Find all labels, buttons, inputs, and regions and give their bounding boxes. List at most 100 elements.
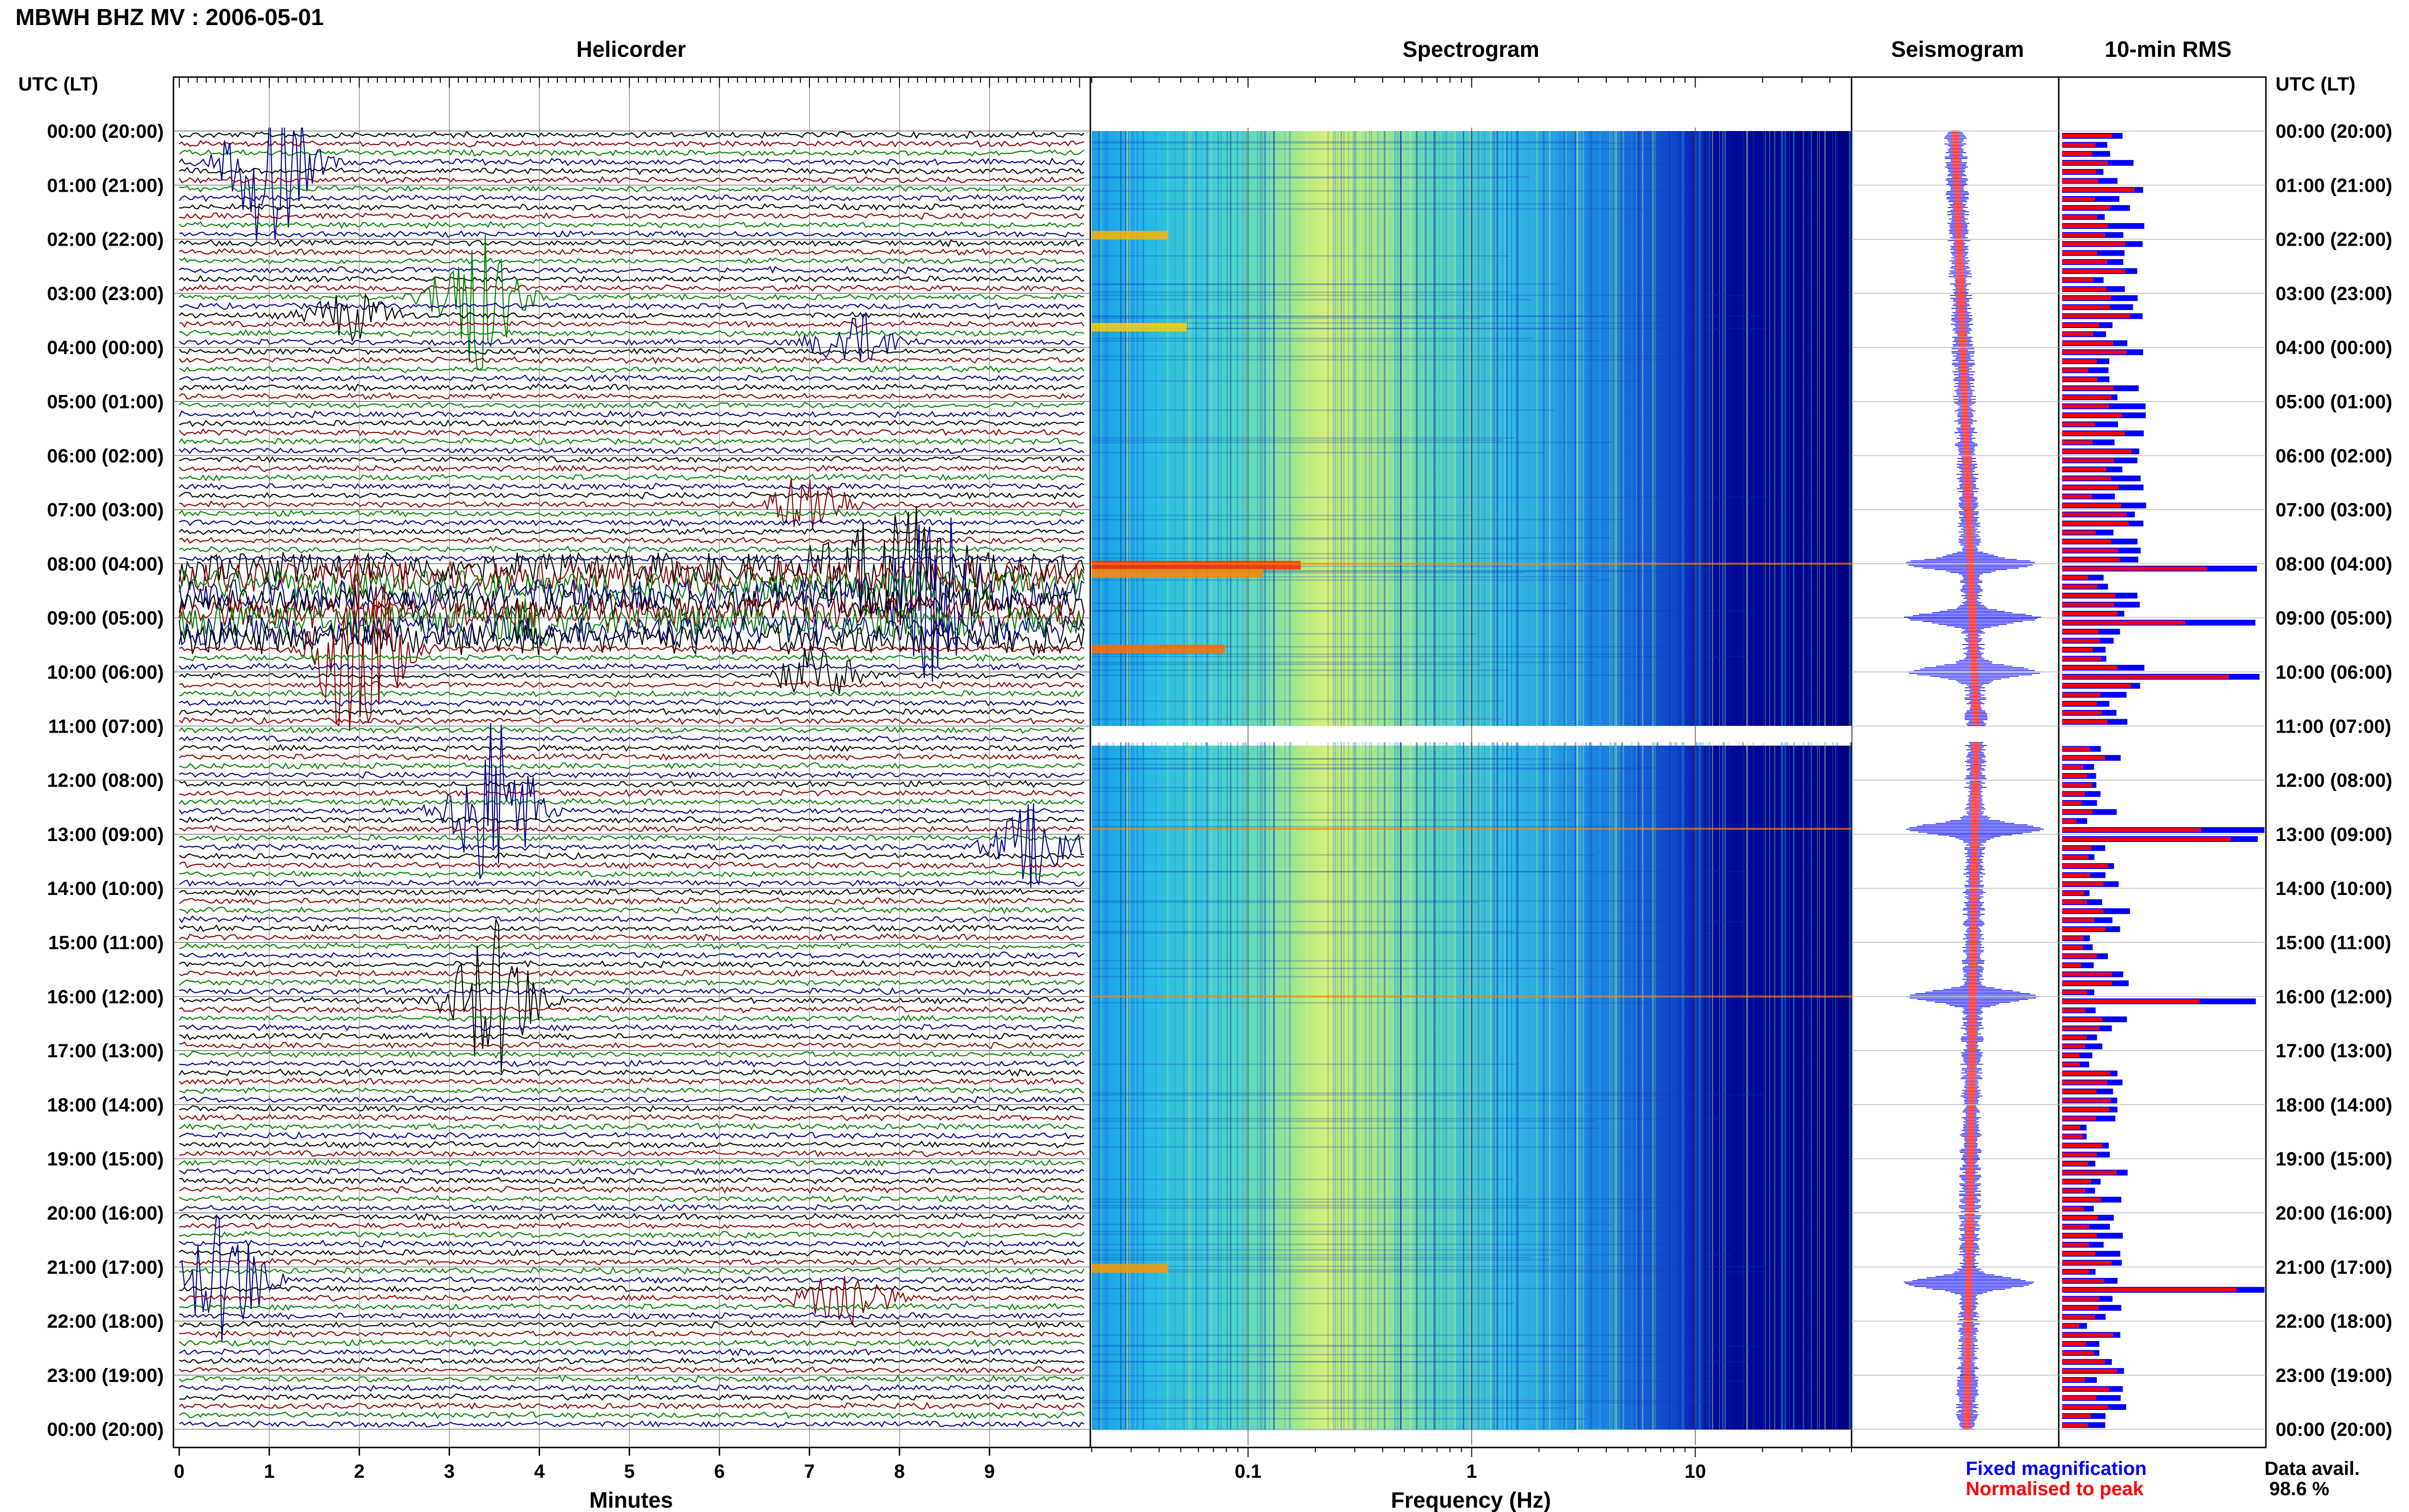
helicorder-trace — [179, 428, 1085, 436]
spectrogram-streak — [1133, 131, 1134, 1430]
spectrogram-row — [1092, 669, 1509, 671]
spectrogram-streak — [1244, 131, 1246, 1430]
spectrogram-streak — [1400, 131, 1402, 1430]
time-label: 05:00 (01:00) — [2276, 392, 2392, 413]
helicorder-trace — [179, 951, 1085, 960]
spectrogram-row — [1092, 359, 1714, 361]
helicorder-trace — [179, 314, 1085, 361]
rms-bar-normalised — [2062, 1053, 2080, 1058]
spectrogram-row — [1092, 141, 1607, 143]
helicorder-trace — [179, 834, 1085, 842]
rms-bar-normalised — [2062, 593, 2116, 598]
spectrogram-row — [1092, 1223, 1614, 1225]
helicorder-trace — [179, 1402, 1085, 1410]
spectrogram-streak — [1493, 131, 1495, 1430]
rms-bar-normalised — [2062, 1306, 2099, 1310]
spectrogram-streak — [1793, 131, 1795, 1430]
rms-bars — [2062, 133, 2264, 1428]
spectrogram-streak — [1186, 131, 1187, 1430]
spectrogram-streak — [1098, 131, 1099, 1430]
spectrogram-streak — [1702, 131, 1704, 1430]
helicorder-trace — [179, 744, 1085, 752]
utc-label-left: UTC (LT) — [18, 74, 98, 95]
spectrogram-streak — [1404, 131, 1405, 1430]
spectrogram-streak — [1381, 131, 1382, 1430]
spectrogram-streak — [1528, 131, 1529, 1430]
rms-bar-normalised — [2062, 314, 2131, 318]
spectrogram-row — [1092, 148, 1703, 150]
spectrogram-streak — [1125, 131, 1126, 1430]
helicorder-trace — [179, 455, 1085, 464]
spectrogram-streak — [1742, 131, 1744, 1430]
spectrogram-event-line — [1092, 995, 1852, 998]
time-label: 12:00 (08:00) — [47, 770, 164, 791]
spectrogram-row — [1092, 1381, 1748, 1382]
helicorder-trace — [179, 537, 1085, 545]
spectrogram-row — [1092, 1094, 1763, 1096]
helicorder-trace — [179, 420, 1085, 428]
rms-bar-normalised — [2062, 1360, 2105, 1364]
spectrogram-row — [1092, 203, 1568, 205]
minutes-axis-label: Minutes — [589, 1487, 673, 1512]
data-avail-value: 98.6 % — [2269, 1478, 2330, 1499]
helicorder-trace — [179, 1149, 1085, 1157]
rms-bar-normalised — [2062, 386, 2114, 391]
spectrogram-streak — [1257, 131, 1258, 1430]
minute-tick-label: 5 — [624, 1461, 635, 1482]
helicorder-trace — [179, 723, 1085, 880]
spectrogram-streak — [1334, 131, 1336, 1430]
spectrogram-row — [1092, 328, 1583, 329]
spectrogram-streak — [1230, 131, 1231, 1430]
helicorder-trace — [179, 1348, 1085, 1356]
spectrogram-streak — [1127, 131, 1128, 1430]
rms-bar-normalised — [2062, 972, 2112, 976]
spectrogram-row — [1092, 1179, 1514, 1180]
rms-bar-normalised — [2062, 1188, 2085, 1193]
rms-bar-normalised — [2062, 1098, 2111, 1103]
helicorder-trace — [179, 374, 1085, 383]
helicorder-trace — [179, 825, 1085, 833]
spectrogram-streak — [1699, 131, 1701, 1430]
spectrogram-streak — [1497, 131, 1498, 1430]
spectrogram-streak — [1447, 131, 1449, 1430]
spectrogram-streak — [1369, 131, 1370, 1430]
spectrogram-streak — [1622, 131, 1624, 1430]
rms-bar-normalised — [2062, 1378, 2085, 1382]
time-label: 21:00 (17:00) — [47, 1257, 164, 1278]
spectrogram-row — [1092, 1429, 1575, 1431]
spectrogram-row — [1092, 826, 1615, 828]
spectrogram-streak — [1681, 131, 1683, 1430]
spectrogram-streak — [1785, 131, 1786, 1430]
spectrogram-row — [1092, 758, 1553, 760]
time-label: 23:00 (19:00) — [47, 1365, 164, 1386]
spectrogram-streak — [1137, 131, 1138, 1430]
spectrogram-row — [1092, 610, 1683, 612]
helicorder-trace — [179, 1276, 1085, 1326]
time-label: 12:00 (08:00) — [2276, 770, 2392, 791]
rms-bar-normalised — [2062, 350, 2127, 355]
spectrogram-streak — [1371, 131, 1372, 1430]
helicorder-trace — [179, 1231, 1085, 1239]
helicorder-trace — [179, 478, 1085, 529]
spectrogram-row — [1092, 854, 1595, 856]
helicorder-trace — [179, 1258, 1085, 1266]
spectrogram-streak — [1835, 131, 1836, 1430]
helicorder-trace — [179, 401, 1085, 409]
helicorder-trace — [179, 978, 1085, 986]
rms-bar-normalised — [2062, 774, 2088, 778]
spectrogram-streak — [1631, 131, 1633, 1430]
rms-bar-normalised — [2062, 620, 2185, 625]
spectrogram-streak — [1782, 131, 1783, 1430]
time-label: 21:00 (17:00) — [2276, 1257, 2392, 1278]
figure-title: MBWH BHZ MV : 2006-05-01 — [15, 5, 324, 30]
spectrogram-streak — [1290, 131, 1292, 1430]
time-label: 13:00 (09:00) — [47, 824, 164, 845]
spectrogram-streak — [1590, 131, 1592, 1430]
spectrogram-row — [1092, 1254, 1731, 1256]
helicorder-trace — [179, 753, 1085, 761]
helicorder-trace — [179, 803, 1085, 888]
time-label: 02:00 (22:00) — [47, 229, 164, 250]
spectrogram-streak — [1719, 131, 1720, 1430]
rms-bar-normalised — [2062, 765, 2083, 769]
rms-bar-normalised — [2062, 377, 2098, 381]
